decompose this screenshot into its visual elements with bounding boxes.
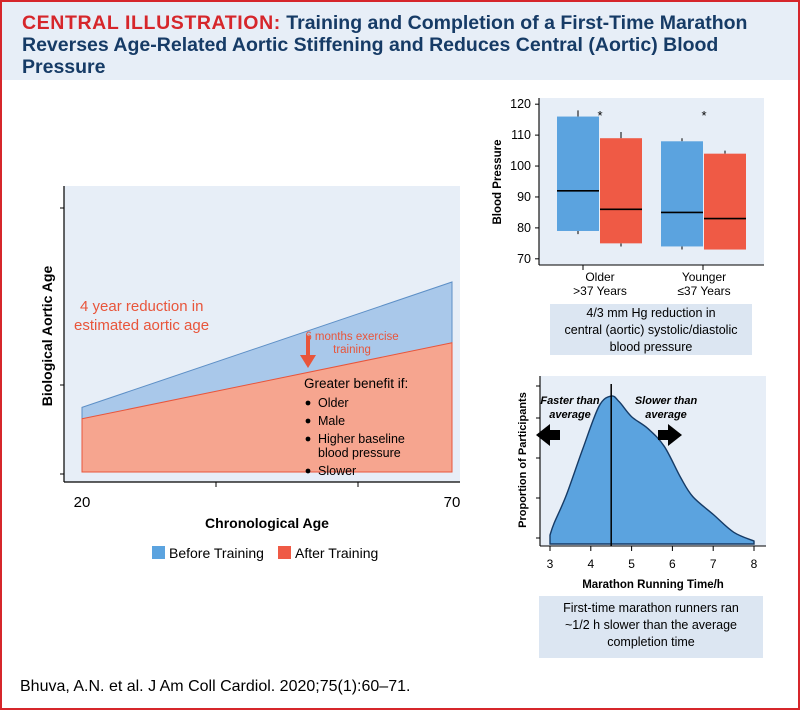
benefit-bullet <box>305 418 311 424</box>
benefit-item: Higher baseline <box>318 432 405 446</box>
distribution-x-axis-label: Marathon Running Time/h <box>582 579 724 591</box>
marathon-caption-line: ~1/2 h slower than the average <box>565 618 737 632</box>
reduction-annotation-line1: 4 year reduction in <box>80 298 203 315</box>
title-lead: CENTRAL ILLUSTRATION: <box>22 12 281 34</box>
boxplot-group-label-younger-line1: Younger <box>682 270 726 284</box>
benefit-bullet <box>305 468 311 474</box>
marathon-caption-line: First-time marathon runners ran <box>563 601 739 615</box>
bp-caption-box: 4/3 mm Hg reduction in central (aortic) … <box>550 304 752 355</box>
distribution-x-tick-label: 3 <box>547 557 554 571</box>
boxplot-group-label-older-line1: Older <box>585 270 614 284</box>
distribution-x-ticks: 3 4 5 6 7 8 <box>547 546 758 571</box>
boxplot-y-tick-label: 120 <box>510 98 531 111</box>
boxplot-box-after <box>704 153 746 250</box>
marathon-caption-box: First-time marathon runners ran ~1/2 h s… <box>539 596 763 658</box>
exercise-annotation-line1: 6 months exercise <box>305 331 398 343</box>
slower-label-line1: Slower than <box>635 395 698 407</box>
boxplot-y-axis-label: Blood Pressure <box>492 140 504 225</box>
distribution-x-tick-label: 4 <box>587 557 594 571</box>
benefit-item: blood pressure <box>318 446 401 460</box>
left-arrow-icon <box>536 424 560 446</box>
bp-caption-line: blood pressure <box>609 340 693 354</box>
boxplot-box-before <box>661 141 703 247</box>
benefit-item: Older <box>318 396 349 410</box>
aortic-age-x-axis-label: Chronological Age <box>205 515 329 531</box>
distribution-x-tick-label: 5 <box>628 557 635 571</box>
after-training-area <box>81 342 453 473</box>
bp-caption-line: central (aortic) systolic/diastolic <box>564 323 738 337</box>
boxplot-y-tick-label: 110 <box>511 128 531 142</box>
faster-label-line2: average <box>549 409 591 421</box>
boxplot-group-label-younger-line2: ≤37 Years <box>677 284 730 298</box>
boxplot-box-after <box>600 138 642 244</box>
benefit-title: Greater benefit if: <box>304 376 408 391</box>
distribution-curve-area <box>549 395 755 545</box>
legend-label-before: Before Training <box>169 545 264 561</box>
benefit-item: Slower <box>318 464 356 478</box>
boxplot-box-before <box>557 116 599 231</box>
aortic-age-y-axis-label: Biological Aortic Age <box>42 266 55 407</box>
faster-label-line1: Faster than <box>540 395 600 407</box>
benefit-bullet <box>305 400 311 406</box>
legend: Before Training After Training <box>152 545 378 561</box>
slower-label-line2: average <box>645 409 687 421</box>
distribution-x-tick-label: 8 <box>751 557 758 571</box>
reduction-annotation-line2: estimated aortic age <box>74 317 209 334</box>
legend-swatch-before <box>152 546 165 559</box>
marathon-time-distribution: 3 4 5 6 7 8 Faster than average Slower than a… <box>517 376 766 591</box>
right-arrow-icon <box>658 424 682 446</box>
boxplot-y-tick-label: 70 <box>517 252 531 266</box>
distribution-y-axis-label: Proportion of Participants <box>517 392 529 528</box>
header-banner: CENTRAL ILLUSTRATION: Training and Compl… <box>2 2 798 80</box>
down-arrow-icon <box>300 336 316 368</box>
title-text: Training and Completion of a First-Time … <box>22 12 748 78</box>
aortic-age-x-tick-label-20: 20 <box>74 494 91 511</box>
aortic-age-chart: 20 70 Chronological Age Biological Aorti… <box>42 186 461 561</box>
distribution-y-ticks <box>536 385 540 539</box>
benefit-bullet <box>305 436 311 442</box>
blood-pressure-boxplot: 120 110 100 90 80 70 * * Older >37 Years Youn… <box>492 98 764 298</box>
significance-marker-younger: * <box>701 108 706 123</box>
exercise-annotation-line2: training <box>333 344 371 356</box>
boxplot-y-ticks: 120 110 100 90 80 70 <box>510 98 539 266</box>
boxplot-group-label-older-line2: >37 Years <box>573 284 627 298</box>
benefit-item: Male <box>318 414 345 428</box>
distribution-x-tick-label: 7 <box>710 557 717 571</box>
distribution-x-tick-label: 6 <box>669 557 676 571</box>
bp-caption-line: 4/3 mm Hg reduction in <box>586 306 716 320</box>
legend-swatch-after <box>278 546 291 559</box>
legend-label-after: After Training <box>295 545 378 561</box>
citation: Bhuva, A.N. et al. J Am Coll Cardiol. 20… <box>20 678 411 695</box>
aortic-age-x-tick-label-70: 70 <box>444 494 461 511</box>
significance-marker-older: * <box>597 108 602 123</box>
boxplot-y-tick-label: 80 <box>517 221 531 235</box>
marathon-caption-line: completion time <box>607 635 695 649</box>
boxplot-boxes <box>557 110 746 250</box>
page-title: CENTRAL ILLUSTRATION: Training and Compl… <box>22 12 782 78</box>
boxplot-y-tick-label: 100 <box>510 159 531 173</box>
boxplot-y-tick-label: 90 <box>517 190 531 204</box>
